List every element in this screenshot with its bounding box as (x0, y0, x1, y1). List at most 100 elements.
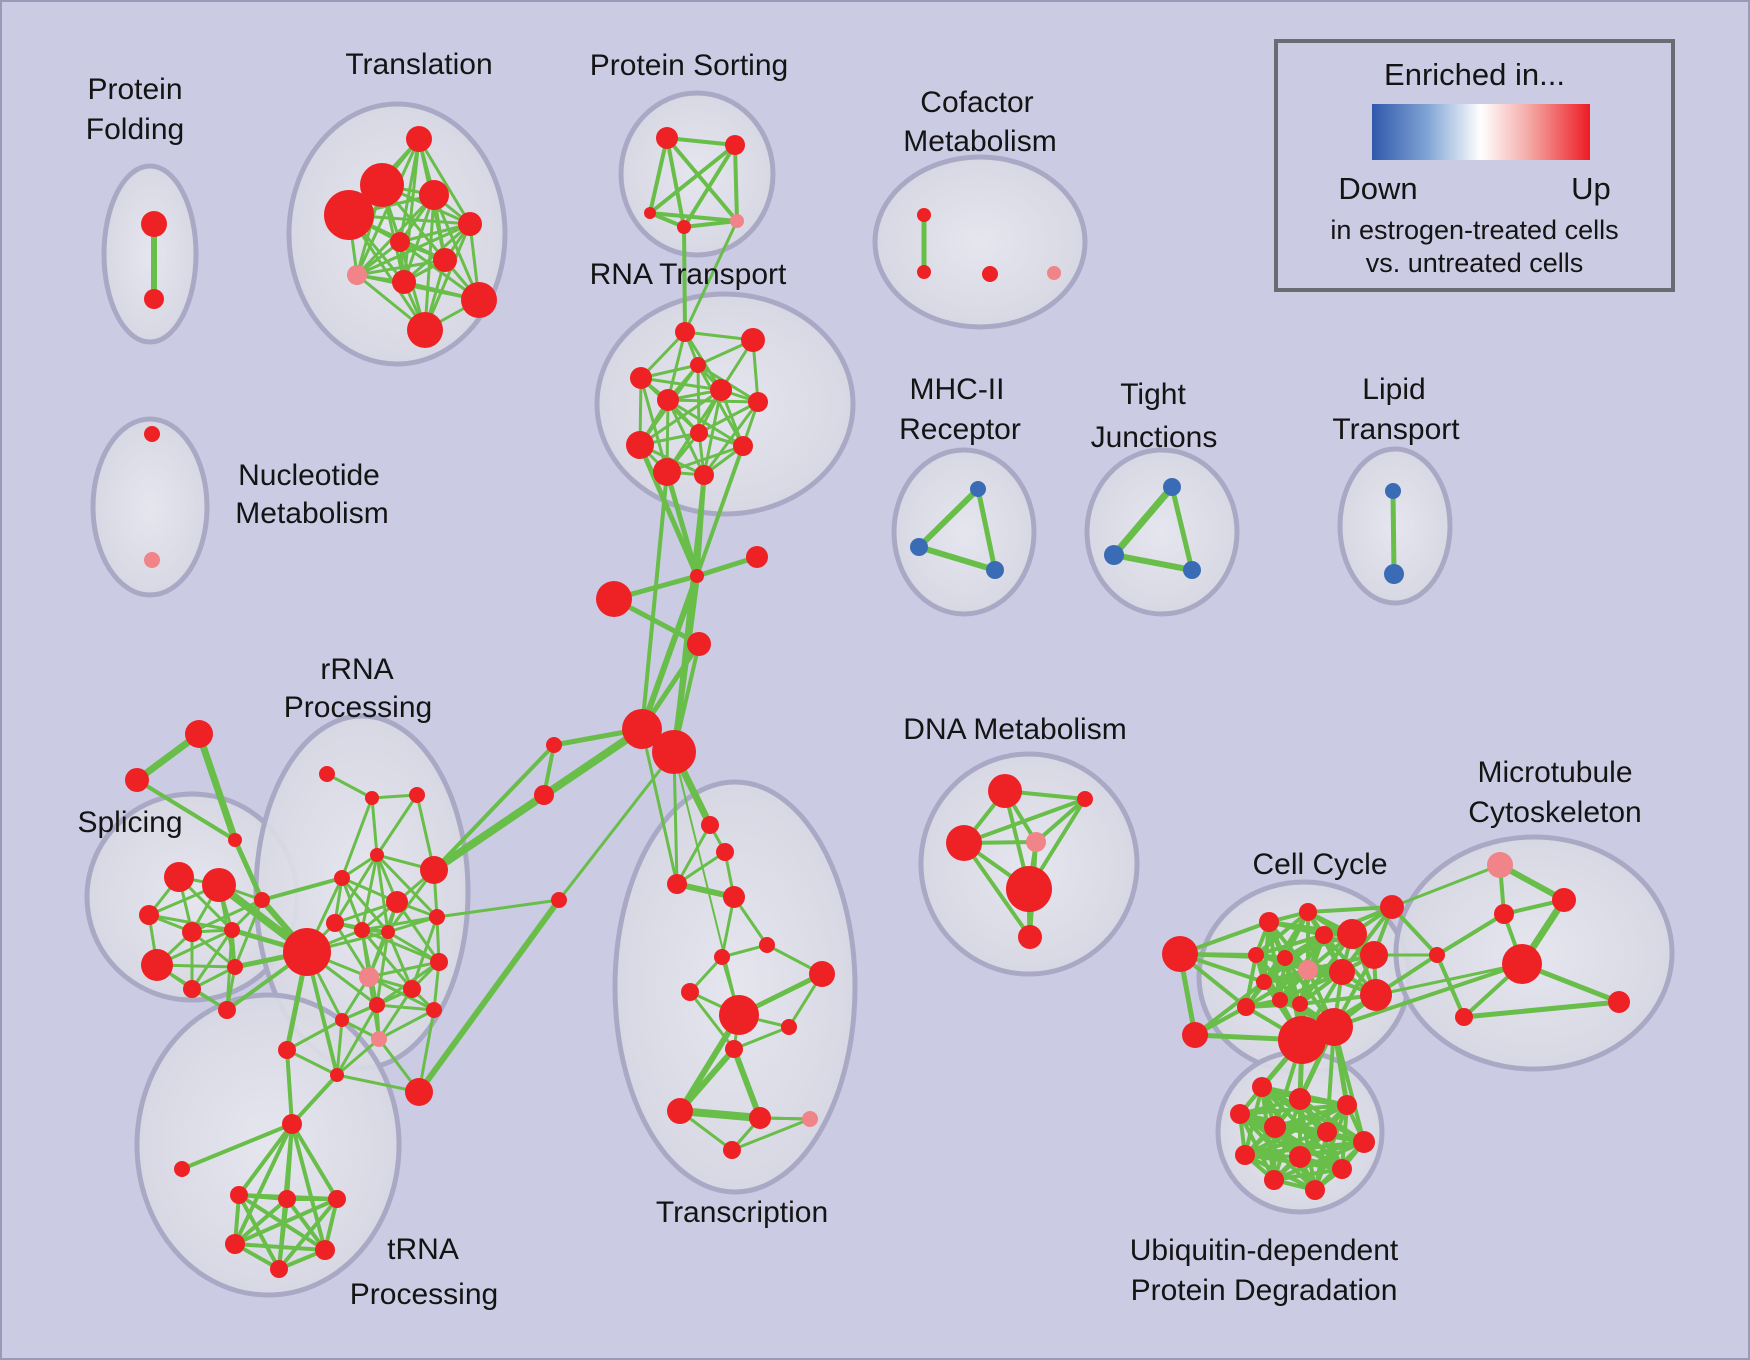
edge-rr22-md9 (416, 898, 562, 1094)
edge-cc7-mt1 (1391, 863, 1501, 909)
node-tr1 (406, 126, 432, 152)
node-xt3 (228, 833, 242, 847)
node-rt11 (653, 458, 681, 486)
node-tx14 (802, 1111, 818, 1127)
cluster-label-trna-processing-line2: Processing (350, 1278, 498, 1311)
node-dn6 (1018, 925, 1042, 949)
node-mt7 (1455, 1008, 1473, 1026)
edge-rr8-rr10 (361, 915, 438, 932)
edge-rr19-rr21 (336, 1037, 380, 1077)
node-ps1 (656, 127, 678, 149)
edge-mh1-mh3 (975, 488, 998, 571)
node-rr6 (420, 856, 448, 884)
edge-tj2-tj3 (1113, 552, 1193, 573)
edge-rr8-rr11 (387, 915, 438, 934)
node-sp2 (202, 868, 236, 902)
cluster-label-ubiquitin-dependent-protein-degradation-line2: Protein Degradation (1131, 1274, 1398, 1307)
node-li2 (1384, 564, 1404, 584)
node-ub1 (1252, 1077, 1272, 1097)
cluster-label-lipid-transport-line2: Transport (1332, 413, 1460, 446)
node-tn3 (230, 1186, 248, 1204)
node-cc10 (1298, 960, 1318, 980)
node-mt2 (1552, 888, 1576, 912)
node-ps5 (730, 214, 744, 228)
node-cc4 (1299, 903, 1317, 921)
node-tr7 (433, 248, 457, 272)
node-mt3 (1494, 904, 1514, 924)
legend-caption-line2: vs. untreated cells (1365, 248, 1584, 278)
edge-rr13-rr15 (368, 960, 440, 979)
node-rr14 (403, 980, 421, 998)
cluster-ellipse-mhc-ii-receptor (891, 447, 1037, 617)
edge-rr6-md7 (432, 743, 556, 872)
node-cc16 (1360, 979, 1392, 1011)
cluster-label-transcription: Transcription (656, 1196, 828, 1229)
node-dn4 (1026, 832, 1046, 852)
edge-tj1-tj3 (1169, 486, 1195, 571)
node-cc8 (1248, 947, 1264, 963)
node-co4 (1047, 266, 1061, 280)
node-rr11 (381, 925, 395, 939)
edge-rt6-rt9 (639, 388, 722, 447)
edge-rr18-rr20 (286, 1018, 343, 1052)
node-rr5 (334, 870, 350, 886)
node-dn5 (1006, 866, 1052, 912)
node-tx9 (719, 995, 759, 1035)
edge-sp10-rr5 (261, 876, 343, 902)
node-dn1 (988, 774, 1022, 808)
cluster-ellipse-nucleotide-metabolism (90, 416, 210, 598)
node-tr8 (347, 265, 367, 285)
node-tx4 (723, 886, 745, 908)
edge-tn1-tn2 (181, 1122, 293, 1171)
edge-li1-li2 (1390, 490, 1397, 575)
legend-gradient-bar (1372, 104, 1590, 160)
edge-tx1-tx3 (675, 824, 712, 885)
node-sp7 (183, 980, 201, 998)
edge-rr10-rr14 (360, 929, 414, 990)
edge-tr1-tr9 (402, 138, 421, 283)
edge-tn4-tn7 (285, 1197, 327, 1252)
node-li1 (1385, 483, 1401, 499)
node-mt5 (1429, 947, 1445, 963)
node-ub3 (1337, 1095, 1357, 1115)
cluster-label-cell-cycle: Cell Cycle (1252, 848, 1387, 881)
node-co2 (917, 265, 931, 279)
node-tr9 (392, 270, 416, 294)
edge-rr9-rr13 (333, 922, 371, 978)
legend-down-label: Down (1338, 171, 1418, 206)
node-co1 (917, 208, 931, 222)
edge-rt11-md5 (640, 471, 669, 730)
edge-xt1-xt3 (195, 732, 239, 842)
node-cc5 (1315, 926, 1333, 944)
node-tx13 (749, 1107, 771, 1129)
node-cc12 (1360, 941, 1388, 969)
node-rt2 (741, 328, 765, 352)
edge-ps4-ps5 (683, 219, 738, 229)
legend-caption-line1: in estrogen-treated cells (1330, 215, 1619, 245)
cluster-label-rna-transport: RNA Transport (590, 258, 787, 291)
node-rr20 (278, 1041, 296, 1059)
node-tr4 (324, 190, 374, 240)
node-sp9 (218, 1001, 236, 1019)
edge-rr11-rr15 (387, 930, 440, 964)
node-md5 (622, 709, 662, 749)
node-cc13 (1256, 974, 1272, 990)
edge-tr1-tr5 (417, 138, 472, 225)
edge-rr5-rr10 (340, 877, 364, 931)
node-tr6 (390, 232, 410, 252)
cluster-label-lipid-transport-line1: Lipid (1362, 373, 1425, 406)
edge-ps3-ps5 (649, 211, 738, 223)
legend-title: Enriched in... (1384, 57, 1565, 92)
node-cc14 (1272, 992, 1288, 1008)
cluster-label-nucleotide-metabolism-line1: Nucleotide (238, 459, 380, 492)
edge-rt6-rt12 (702, 389, 723, 476)
node-tn4 (278, 1190, 296, 1208)
node-ps4 (677, 220, 691, 234)
node-xt2 (125, 768, 149, 792)
node-ub9 (1289, 1146, 1311, 1168)
edge-md9-md6 (557, 751, 676, 901)
node-cc7 (1380, 895, 1404, 919)
node-mt4 (1502, 944, 1542, 984)
edge-md6-tx3 (672, 751, 679, 885)
